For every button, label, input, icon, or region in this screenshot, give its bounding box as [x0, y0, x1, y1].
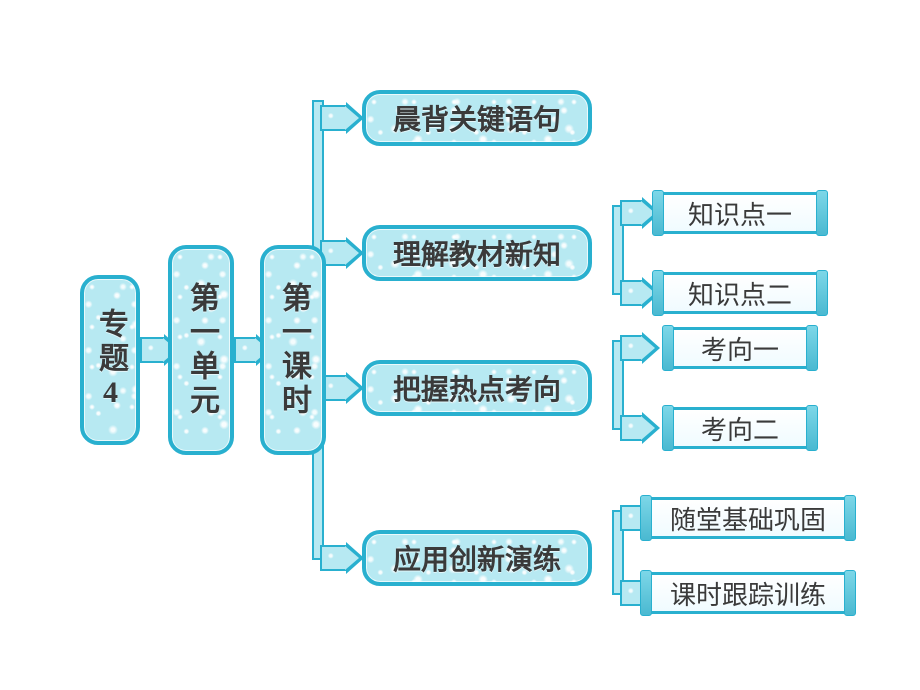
- connector-arrow: [234, 337, 258, 363]
- section-box-m3: 把握热点考向: [362, 360, 592, 416]
- sub-item-s2: 知识点二: [660, 272, 820, 314]
- sub-item-label: 知识点二: [688, 275, 792, 312]
- connector-arrow: [140, 337, 166, 363]
- level-label: 第一单元: [179, 282, 223, 418]
- sub-item-label: 考向一: [701, 330, 779, 367]
- level-box-l1: 专题4: [80, 275, 140, 445]
- sub-item-s1: 知识点一: [660, 192, 820, 234]
- section-box-m1: 晨背关键语句: [362, 90, 592, 146]
- section-label: 应用创新演练: [393, 538, 561, 578]
- section-box-m4: 应用创新演练: [362, 530, 592, 586]
- section-label: 理解教材新知: [393, 233, 561, 273]
- level-box-l3: 第一课时: [260, 245, 326, 455]
- sub-item-s4: 考向二: [670, 407, 810, 449]
- connector-arrow: [320, 105, 348, 131]
- sub-item-s5: 随堂基础巩固: [648, 497, 848, 539]
- connector-arrow: [620, 200, 644, 226]
- connector-arrow: [620, 415, 644, 441]
- section-label: 晨背关键语句: [393, 98, 561, 138]
- section-label: 把握热点考向: [393, 368, 561, 408]
- level-box-l2: 第一单元: [168, 245, 234, 455]
- sub-item-s3: 考向一: [670, 327, 810, 369]
- connector-arrow: [620, 335, 644, 361]
- sub-item-label: 考向二: [701, 410, 779, 447]
- sub-item-label: 知识点一: [688, 195, 792, 232]
- sub-item-label: 课时跟踪训练: [670, 575, 826, 612]
- sub-item-s6: 课时跟踪训练: [648, 572, 848, 614]
- section-box-m2: 理解教材新知: [362, 225, 592, 281]
- level-label: 专题4: [88, 308, 132, 413]
- connector-arrow: [620, 280, 644, 306]
- level-label: 第一课时: [271, 282, 315, 418]
- diagram-canvas: 专题4 第一单元 第一课时 晨背关键语句理解教材新知把握热点考向应用创新演练 知识点一知…: [0, 0, 920, 690]
- connector-arrow: [320, 545, 348, 571]
- sub-item-label: 随堂基础巩固: [670, 500, 826, 537]
